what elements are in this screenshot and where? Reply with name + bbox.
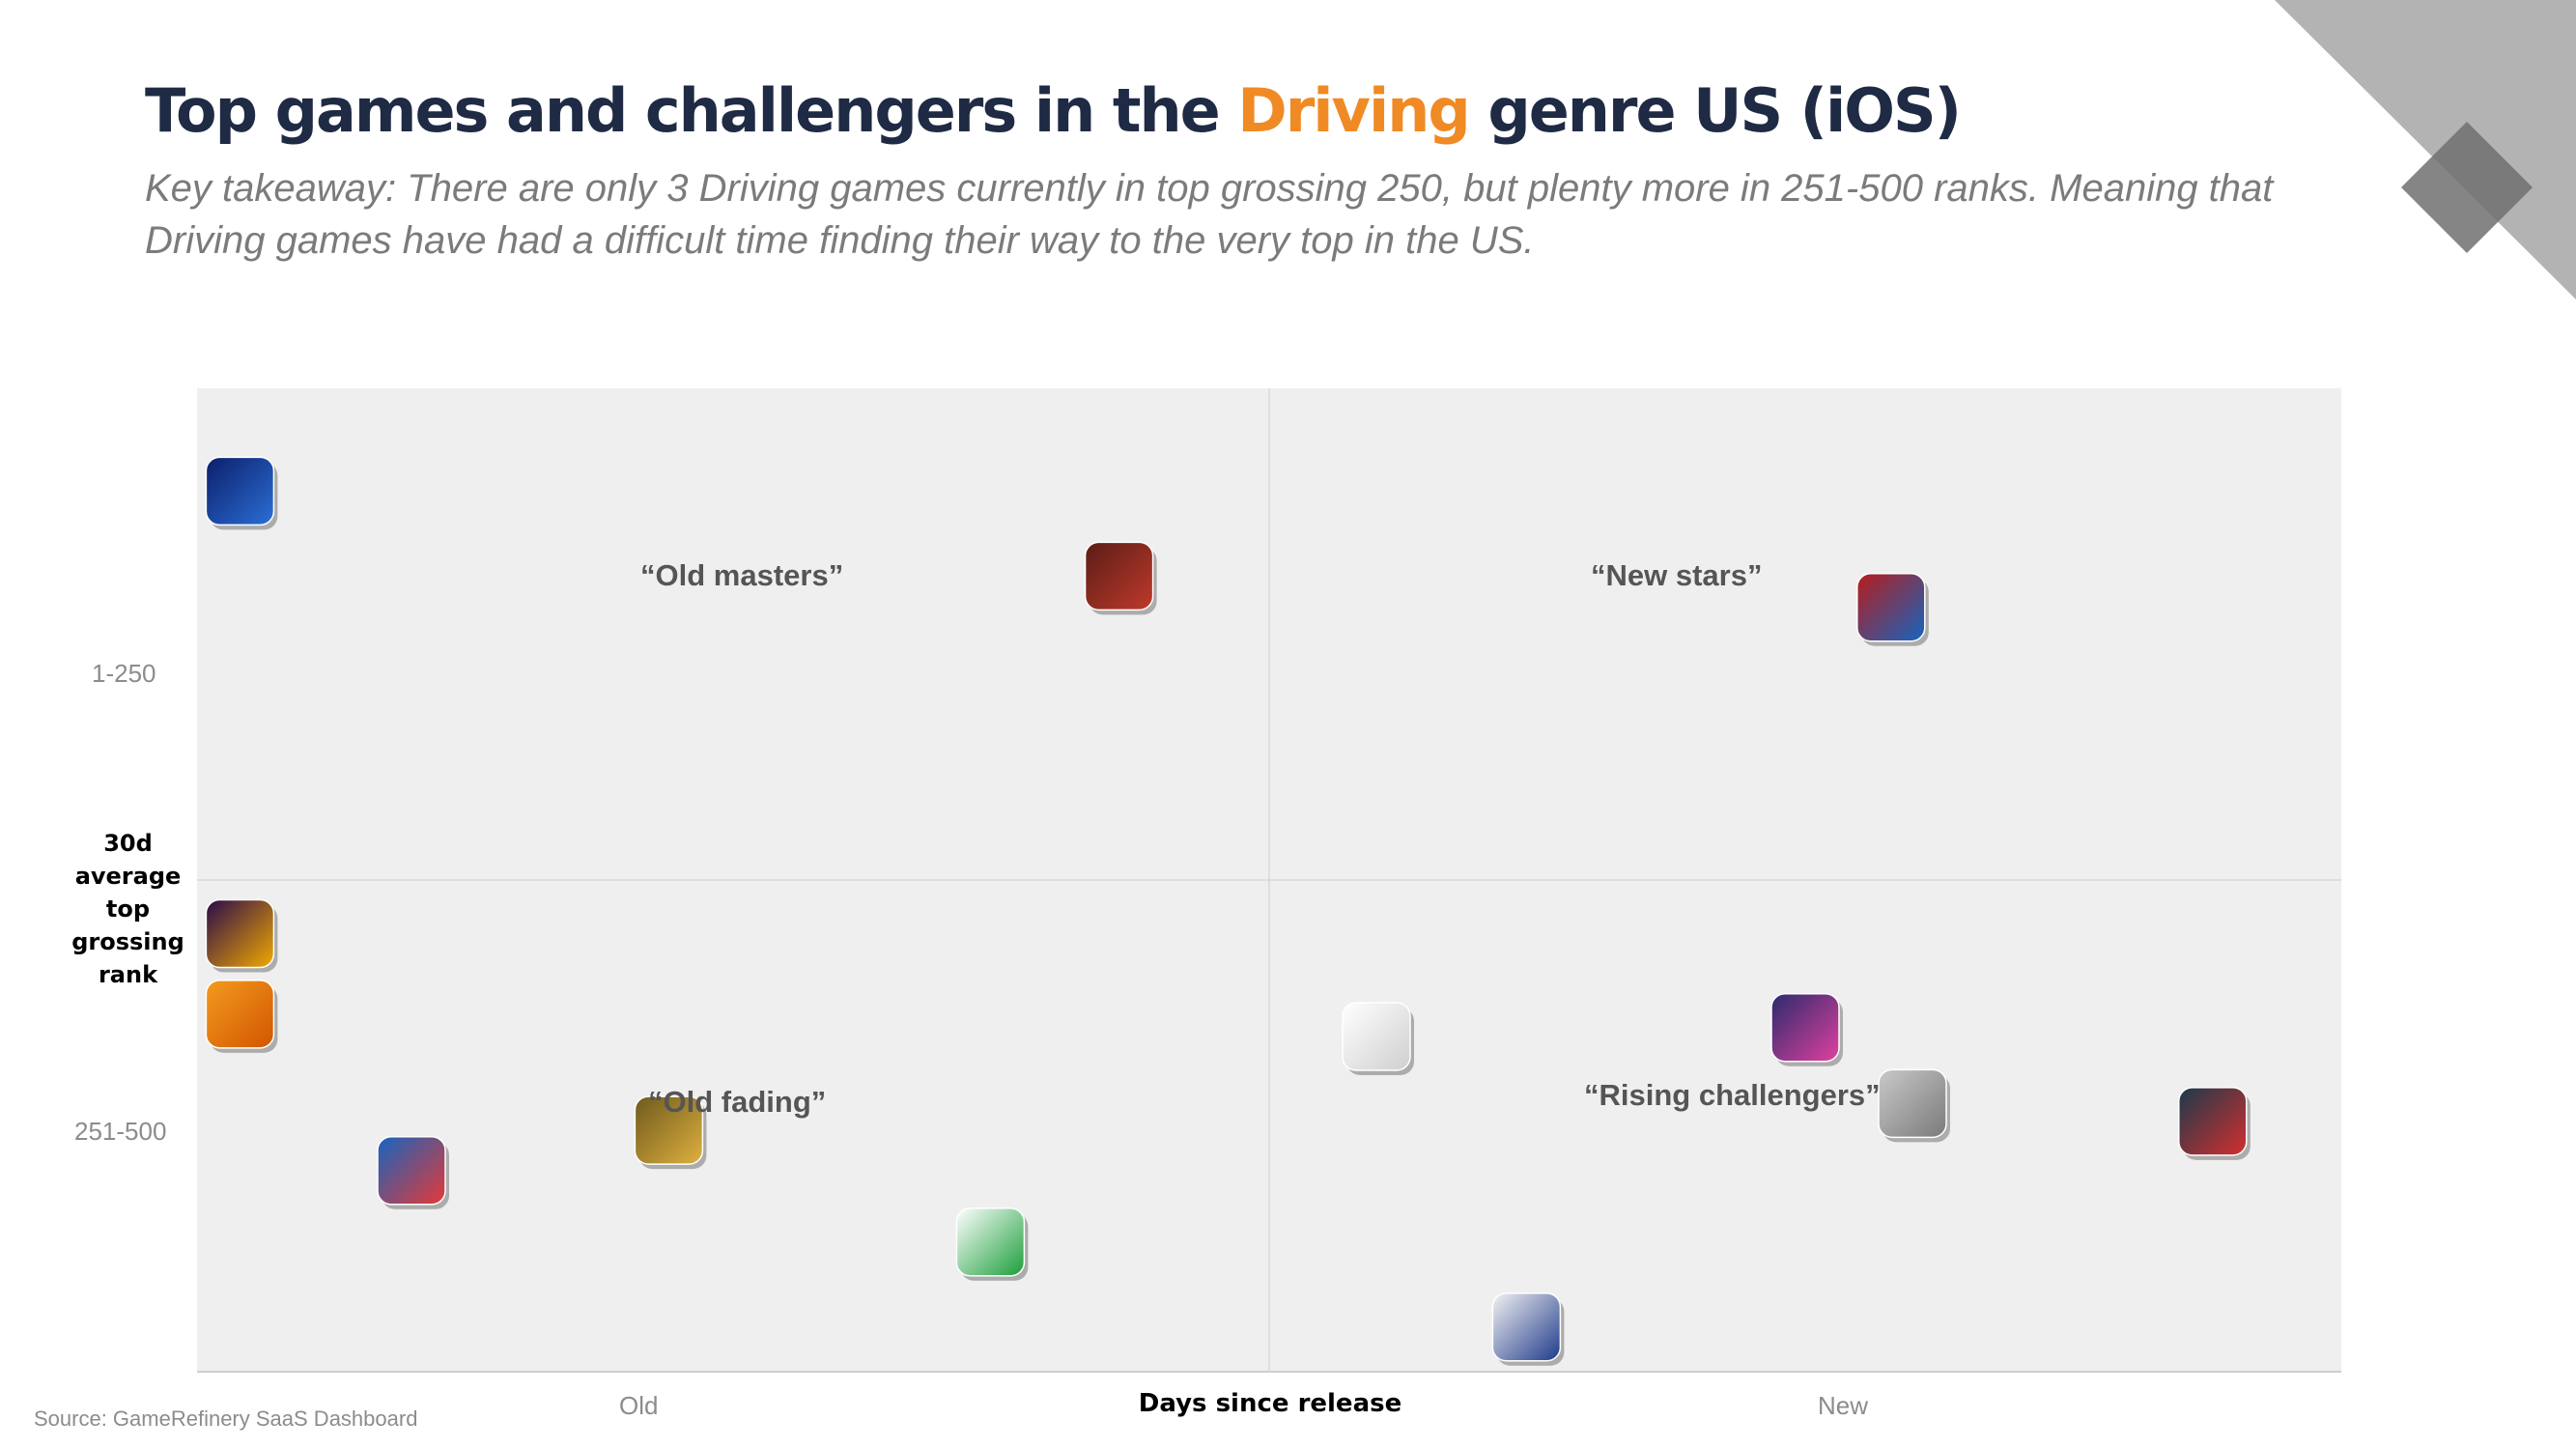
app-icon	[1770, 992, 1840, 1063]
x-tick-label: Old	[619, 1391, 659, 1420]
source-note: Source: GameRefinery SaaS Dashboard	[34, 1406, 418, 1431]
quadrant-label-old-fading: “Old fading”	[648, 1085, 827, 1119]
data-point	[1856, 572, 1929, 646]
app-icon	[1856, 572, 1926, 642]
data-point	[955, 1208, 1029, 1281]
app-icon	[2178, 1087, 2248, 1156]
app-icon	[205, 456, 275, 526]
key-takeaway: Key takeaway: There are only 3 Driving g…	[145, 167, 2274, 262]
app-icon	[955, 1208, 1026, 1277]
data-point	[634, 1095, 707, 1170]
data-point	[1491, 1292, 1565, 1366]
data-points	[205, 456, 2250, 1366]
data-point	[205, 898, 278, 973]
page-title: Top games and challengers in the Driving…	[145, 75, 1962, 146]
data-point	[1342, 1002, 1414, 1075]
data-point	[205, 456, 278, 530]
y-axis-label: 30d average top grossing rank	[71, 830, 184, 988]
data-point	[2178, 1087, 2250, 1160]
y-tick-label: 251-500	[74, 1117, 167, 1146]
title-text-end: genre US (iOS)	[1487, 75, 1962, 146]
data-point	[205, 980, 278, 1053]
data-point	[1878, 1068, 1950, 1143]
app-icon	[1878, 1068, 1947, 1139]
quadrant-label-old-masters: “Old masters”	[640, 558, 844, 592]
app-icon	[1342, 1002, 1411, 1071]
app-icon	[634, 1095, 704, 1165]
data-point	[377, 1136, 449, 1209]
title-text: Top games and challengers in the	[145, 75, 1221, 146]
x-axis-label: Days since release	[1138, 1389, 1402, 1418]
quadrant-label-new-stars: “New stars”	[1591, 558, 1763, 592]
x-tick-label: New	[1818, 1391, 1869, 1420]
app-icon	[205, 980, 275, 1049]
data-point	[1770, 992, 1843, 1066]
app-icon	[205, 898, 275, 969]
quadrant-label-rising-challengers: “Rising challengers”	[1584, 1078, 1881, 1112]
app-icon	[1491, 1292, 1562, 1362]
y-tick-label: 1-250	[92, 659, 156, 688]
title-highlight: Driving	[1237, 75, 1470, 146]
app-icon	[377, 1136, 446, 1206]
app-icon	[1084, 541, 1154, 611]
data-point	[1084, 541, 1157, 615]
